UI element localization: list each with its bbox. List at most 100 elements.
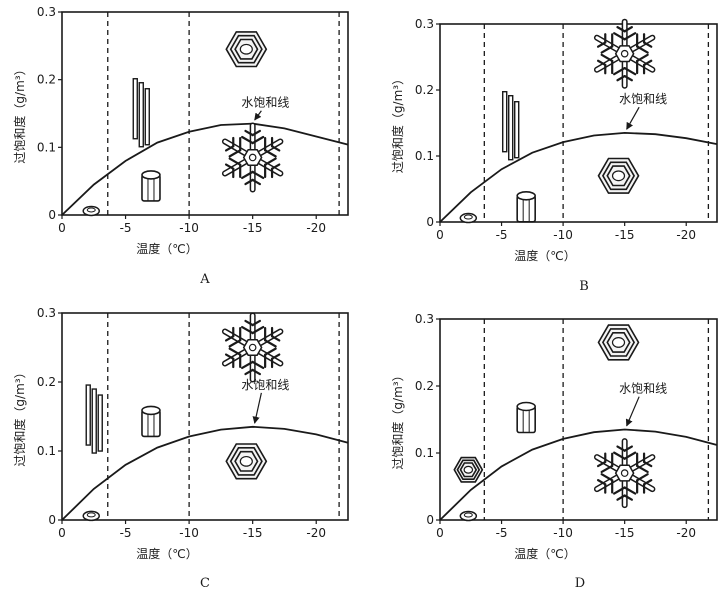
plot-frame <box>61 11 349 216</box>
dendrite-branch <box>642 479 653 486</box>
dendrite-center-dot <box>620 469 629 477</box>
y-axis-label: 过饱和度（g/m³） <box>12 63 27 163</box>
dendrite-branch <box>270 163 281 170</box>
series-label-water-saturation: 水饱和线 <box>619 91 667 106</box>
x-tick-label: -10 <box>179 221 199 235</box>
hex-plate-ring <box>601 328 636 357</box>
needle <box>85 384 91 446</box>
dendrite-branch <box>596 479 607 486</box>
x-tick-label: -5 <box>496 526 508 540</box>
y-tick-label: 0.1 <box>37 444 56 458</box>
dendrite-branch <box>251 135 265 145</box>
dendrite-center <box>242 338 263 357</box>
dendrite-branch <box>623 32 637 41</box>
plot-frame <box>439 318 718 521</box>
y-tick-label: 0 <box>426 513 434 527</box>
hex-plate-core <box>611 337 626 348</box>
dendrite-branch <box>270 335 281 342</box>
crystal-dendrite <box>221 122 284 193</box>
crystal-plate-small <box>459 510 478 522</box>
plot-frame <box>61 312 349 521</box>
dendrite-center <box>242 148 263 166</box>
hex-plate-ring <box>234 38 259 60</box>
dendrite-branch <box>600 473 614 482</box>
dendrite-branch <box>251 325 265 335</box>
panel-d: 0 -5 -10 -15 -20 0 0.1 0.2 0.3 温度（℃） 过饱和度（g/m³） 水饱和… <box>390 312 718 591</box>
hex-plate-core <box>463 465 474 474</box>
dendrite-branch <box>228 157 242 166</box>
x-tick-label: -10 <box>553 228 573 242</box>
dendrite-branch <box>251 129 261 137</box>
dendrite-branch <box>600 45 614 54</box>
dendrite-branch <box>264 157 277 166</box>
series-label-water-saturation: 水饱和线 <box>619 381 667 396</box>
needle <box>514 100 520 159</box>
small-plate-inner <box>463 214 473 220</box>
y-tick-label: 0.3 <box>415 312 434 326</box>
panel-a: 0 -5 -10 -15 -20 0 0.1 0.2 0.3 温度（℃） 过饱和度（g/m³） 水饱和… <box>12 5 349 287</box>
crystal-dendrite <box>593 18 656 89</box>
dendrite-branch <box>623 494 633 501</box>
dendrite-branch <box>244 178 254 186</box>
crystal-column <box>516 401 536 434</box>
crystal-needles <box>132 78 150 148</box>
dendrite-branch <box>224 335 235 342</box>
x-tick-label: 0 <box>58 526 66 540</box>
small-plate-inner <box>86 512 96 518</box>
dendrite-branch <box>241 325 254 335</box>
x-tick-label: -15 <box>615 228 635 242</box>
y-tick-label: 0.1 <box>415 446 434 460</box>
dendrite-center-dot <box>248 343 257 352</box>
annotation-arrow <box>254 110 262 121</box>
x-tick-label: -10 <box>179 526 199 540</box>
x-tick-label: -5 <box>496 228 508 242</box>
y-tick-label: 0.2 <box>415 83 434 97</box>
hex-plate-ring <box>601 161 636 191</box>
needle <box>508 94 514 161</box>
panel-label: C <box>200 576 210 591</box>
needle <box>138 82 144 148</box>
dendrite-center <box>614 464 635 482</box>
dendrite-branch <box>228 339 242 348</box>
y-axis-label: 过饱和度（g/m³） <box>12 366 27 466</box>
y-tick-label: 0.2 <box>415 379 434 393</box>
x-axis-label: 温度（℃） <box>136 546 197 561</box>
y-axis-label: 过饱和度（g/m³） <box>390 369 405 469</box>
dendrite-branch <box>623 26 633 33</box>
dendrite-branch <box>636 473 649 482</box>
dendrite-branch <box>636 45 649 54</box>
annotation-arrow <box>252 392 262 424</box>
x-axis-label: 温度（℃） <box>136 241 197 256</box>
dendrite-branch <box>623 74 633 82</box>
dendrite-branch <box>244 319 254 327</box>
dendrite-branch <box>613 486 626 495</box>
panel-c: 0 -5 -10 -15 -20 0 0.1 0.2 0.3 温度（℃） 过饱和度（g/m³） 水饱和… <box>12 306 349 591</box>
hex-plate-ring <box>456 459 481 481</box>
panel-label: A <box>199 272 210 287</box>
x-axis-label: 温度（℃） <box>514 546 575 561</box>
dendrite-branch <box>642 41 653 48</box>
column-top <box>516 401 536 412</box>
x-tick-label: -15 <box>615 526 635 540</box>
y-tick-label: 0.3 <box>415 17 434 31</box>
x-tick-label: -10 <box>553 526 573 540</box>
dendrite-branch <box>600 464 614 474</box>
annotation-arrow <box>626 106 640 130</box>
crystal-needles <box>502 90 520 161</box>
y-tick-label: 0 <box>48 513 56 527</box>
hex-plate-ring <box>606 331 631 353</box>
panel-label: B <box>579 279 589 294</box>
dendrite-branch <box>600 53 614 63</box>
crystal-plate-small <box>82 510 100 522</box>
hex-plate-ring <box>459 462 478 478</box>
column-top <box>516 191 536 201</box>
panel-label: D <box>575 576 585 591</box>
x-tick-label: -20 <box>306 526 326 540</box>
dendrite-branch <box>616 26 626 33</box>
dendrite-branch <box>251 170 265 180</box>
dendrite-branch <box>642 59 653 67</box>
series-line-water-saturation <box>61 425 349 521</box>
dendrite-branch <box>241 135 254 145</box>
dendrite-branch <box>224 145 235 152</box>
